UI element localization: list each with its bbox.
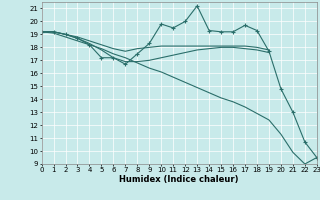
X-axis label: Humidex (Indice chaleur): Humidex (Indice chaleur) [119, 175, 239, 184]
